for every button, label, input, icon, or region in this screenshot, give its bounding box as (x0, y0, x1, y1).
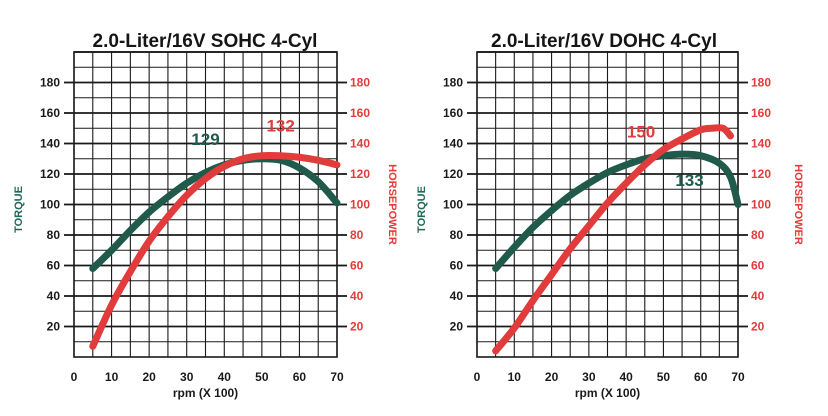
x-tick-label: 30 (180, 370, 194, 384)
x-tick-label: 10 (508, 370, 522, 384)
x-tick-label: 70 (731, 370, 745, 384)
y-tick-label-left: 160 (40, 106, 60, 120)
y-tick-label-left: 80 (450, 228, 464, 242)
y-tick-label-left: 60 (47, 259, 61, 273)
x-tick-label: 0 (474, 370, 481, 384)
x-tick-label: 20 (545, 370, 559, 384)
y-tick-label-right: 80 (751, 228, 765, 242)
y-tick-label-left: 120 (443, 167, 463, 181)
y-tick-label-right: 40 (751, 289, 765, 303)
horsepower-curve (492, 124, 735, 355)
horsepower-peak-label: 132 (266, 116, 294, 135)
y-tick-label-left: 140 (40, 137, 60, 151)
y-tick-label-left: 20 (47, 320, 61, 334)
y-tick-label-right: 20 (350, 320, 364, 334)
x-tick-label: 50 (657, 370, 671, 384)
x-tick-label: 0 (71, 370, 78, 384)
y-axis-label-right: HORSEPOWER (792, 164, 804, 245)
y-tick-label-right: 60 (751, 259, 765, 273)
chart-2: 2.0-Liter/16V DOHC 4-Cyl2040608010012014… (416, 31, 804, 400)
horsepower-curve (89, 151, 341, 350)
y-tick-label-right: 20 (751, 320, 765, 334)
torque-peak-label: 129 (191, 130, 219, 149)
x-axis-label: rpm (X 100) (575, 386, 640, 400)
y-tick-label-right: 140 (350, 137, 370, 151)
y-tick-label-right: 140 (751, 137, 771, 151)
y-tick-label-left: 20 (450, 320, 464, 334)
y-tick-label-right: 40 (350, 289, 364, 303)
y-tick-label-right: 120 (350, 167, 370, 181)
y-tick-label-left: 140 (443, 137, 463, 151)
grid (64, 51, 347, 358)
chart-title: 2.0-Liter/16V DOHC 4-Cyl (491, 31, 717, 52)
x-tick-label: 60 (694, 370, 708, 384)
x-tick-label: 40 (218, 370, 232, 384)
y-tick-label-left: 60 (450, 259, 464, 273)
y-tick-label-left: 160 (443, 106, 463, 120)
y-tick-label-left: 100 (443, 198, 463, 212)
horsepower-peak-label: 150 (627, 122, 655, 141)
y-tick-label-right: 160 (350, 106, 370, 120)
torque-curve (492, 150, 742, 273)
y-tick-label-right: 60 (350, 259, 364, 273)
x-tick-label: 60 (293, 370, 307, 384)
y-tick-label-left: 180 (40, 76, 60, 90)
y-tick-label-left: 180 (443, 76, 463, 90)
x-axis-label: rpm (X 100) (173, 386, 238, 400)
x-tick-label: 30 (582, 370, 596, 384)
x-tick-label: 70 (330, 370, 344, 384)
chart-1: 2.0-Liter/16V SOHC 4-Cyl2040608010012014… (13, 31, 398, 400)
x-tick-label: 20 (142, 370, 156, 384)
chart-title: 2.0-Liter/16V SOHC 4-Cyl (93, 31, 318, 52)
x-tick-label: 10 (105, 370, 119, 384)
y-tick-label-right: 80 (350, 228, 364, 242)
y-tick-label-left: 100 (40, 198, 60, 212)
x-tick-label: 40 (619, 370, 633, 384)
torque-peak-label: 133 (675, 171, 703, 190)
y-tick-label-right: 100 (751, 198, 771, 212)
y-tick-label-right: 180 (751, 76, 771, 90)
y-tick-label-right: 160 (751, 106, 771, 120)
y-tick-label-left: 80 (47, 228, 61, 242)
y-axis-label-right: HORSEPOWER (386, 164, 398, 245)
y-tick-label-right: 180 (350, 76, 370, 90)
y-tick-label-left: 120 (40, 167, 60, 181)
x-tick-label: 50 (255, 370, 269, 384)
y-tick-label-right: 100 (350, 198, 370, 212)
y-axis-label-left: TORQUE (416, 186, 428, 233)
y-tick-label-right: 120 (751, 167, 771, 181)
y-tick-label-left: 40 (47, 289, 61, 303)
y-tick-label-left: 40 (450, 289, 464, 303)
y-axis-label-left: TORQUE (13, 186, 25, 233)
